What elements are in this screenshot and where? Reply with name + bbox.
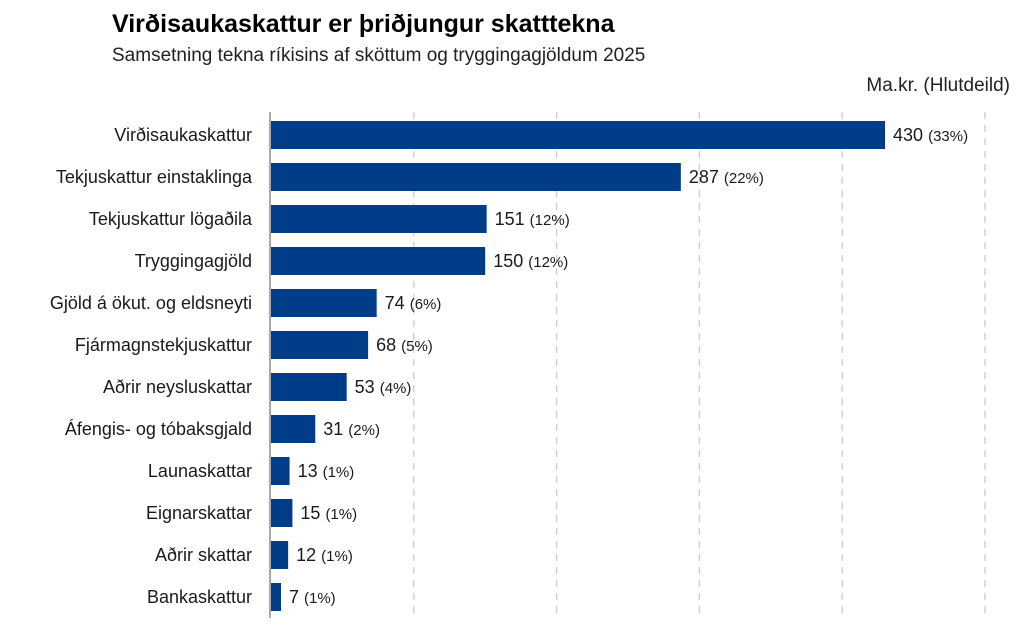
value-share: (33%) [928, 128, 968, 145]
chart-title: Virðisaukaskattur er þriðjungur skatttek… [112, 10, 615, 38]
value-label: 74 (6%) [385, 293, 442, 313]
category-labels: Virðisaukaskattur Tekjuskattur einstaklin… [50, 125, 253, 607]
value-label: 287 (22%) [689, 167, 764, 187]
value-share: (4%) [380, 380, 412, 397]
value-share: (1%) [323, 464, 355, 481]
value-number: 151 [495, 209, 525, 229]
bar [271, 289, 377, 317]
value-share: (1%) [321, 548, 353, 565]
value-number: 150 [493, 251, 523, 271]
value-label: 68 (5%) [376, 335, 433, 355]
gridlines [413, 112, 986, 618]
value-label: 15 (1%) [300, 503, 357, 523]
category-label: Fjármagnstekjuskattur [75, 335, 252, 355]
value-number: 13 [298, 461, 318, 481]
category-label: Tekjuskattur lögaðila [89, 209, 253, 229]
category-label: Tekjuskattur einstaklinga [56, 167, 253, 187]
bar [271, 415, 316, 443]
value-label: 13 (1%) [298, 461, 355, 481]
bar [271, 541, 289, 569]
value-label: 31 (2%) [323, 419, 380, 439]
bar [271, 499, 293, 527]
value-share: (22%) [724, 170, 764, 187]
category-label: Áfengis- og tóbaksgjald [65, 419, 252, 439]
category-label: Aðrir skattar [155, 545, 252, 565]
value-share: (5%) [401, 338, 433, 355]
category-label: Aðrir neysluskattar [103, 377, 252, 397]
value-number: 15 [300, 503, 320, 523]
value-number: 12 [296, 545, 316, 565]
value-label: 12 (1%) [296, 545, 353, 565]
bar [271, 457, 290, 485]
chart-subtitle: Samsetning tekna ríkisins af sköttum og … [112, 45, 646, 66]
category-label: Bankaskattur [147, 587, 252, 607]
category-label: Tryggingagjöld [135, 251, 252, 271]
bar [271, 205, 487, 233]
bars [271, 121, 886, 611]
value-share: (6%) [410, 296, 442, 313]
value-label: 151 (12%) [495, 209, 570, 229]
value-number: 68 [376, 335, 396, 355]
value-number: 53 [355, 377, 375, 397]
value-share: (12%) [528, 254, 568, 271]
value-number: 287 [689, 167, 719, 187]
value-number: 31 [323, 419, 343, 439]
category-label: Launaskattar [148, 461, 252, 481]
category-label: Virðisaukaskattur [114, 125, 252, 145]
value-number: 430 [893, 125, 923, 145]
bar [271, 247, 486, 275]
value-label: 7 (1%) [289, 587, 336, 607]
value-label: 53 (4%) [355, 377, 412, 397]
bar [271, 163, 681, 191]
value-share: (1%) [304, 590, 336, 607]
bar [271, 373, 347, 401]
value-number: 7 [289, 587, 299, 607]
unit-label: Ma.kr. (Hlutdeild) [866, 75, 1010, 96]
bar [271, 121, 886, 149]
value-label: 150 (12%) [493, 251, 568, 271]
category-label: Eignarskattar [146, 503, 252, 523]
category-label: Gjöld á ökut. og eldsneyti [50, 293, 252, 313]
value-share: (2%) [348, 422, 380, 439]
value-labels: 430 (33%) 287 (22%) 151 (12%) 150 (12%) 74 (6%) 68… [289, 125, 968, 607]
bar [271, 331, 369, 359]
value-share: (1%) [325, 506, 357, 523]
bar [271, 583, 281, 611]
value-number: 74 [385, 293, 405, 313]
value-label: 430 (33%) [893, 125, 968, 145]
value-share: (12%) [530, 212, 570, 229]
